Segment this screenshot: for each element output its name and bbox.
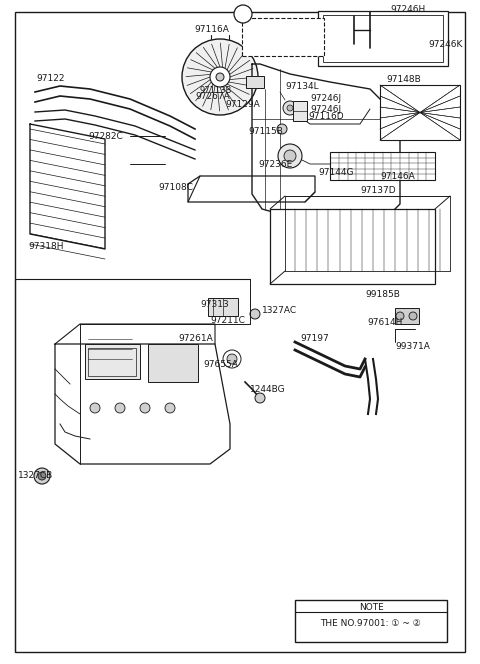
Bar (85, 344, 140, 379)
Bar (318, 11, 448, 66)
Circle shape (277, 124, 287, 134)
Bar (246, 76, 264, 88)
Text: 97122: 97122 (36, 74, 64, 82)
Text: 97176E: 97176E (248, 25, 280, 35)
Text: 97137D: 97137D (360, 185, 396, 195)
Text: ①: ① (239, 9, 247, 19)
Text: 97108C: 97108C (158, 183, 193, 191)
Text: 97197: 97197 (300, 333, 329, 343)
Bar (330, 152, 435, 180)
Bar (88, 348, 136, 376)
Circle shape (227, 354, 237, 364)
Circle shape (234, 5, 252, 23)
Text: 99185B: 99185B (365, 290, 400, 299)
Text: 97246J: 97246J (310, 104, 341, 114)
Text: NOTE: NOTE (359, 602, 384, 612)
Circle shape (38, 472, 46, 480)
Bar (208, 298, 238, 316)
Text: 1327AC: 1327AC (262, 305, 297, 315)
Ellipse shape (212, 329, 228, 339)
Text: 97246J: 97246J (310, 94, 341, 102)
Bar (148, 344, 198, 382)
Bar (380, 85, 460, 140)
Ellipse shape (401, 294, 415, 302)
Circle shape (182, 39, 258, 115)
Text: 97655A: 97655A (203, 359, 238, 369)
Text: 97282C: 97282C (88, 131, 123, 141)
Text: 97211C: 97211C (210, 315, 245, 325)
Text: (W/FULL AUTO: (W/FULL AUTO (252, 27, 313, 37)
Text: 97261A: 97261A (178, 333, 213, 343)
Text: 97148B: 97148B (386, 74, 421, 84)
Text: 97236E: 97236E (258, 159, 292, 169)
Text: 1244BG: 1244BG (250, 384, 286, 394)
Text: 97116D: 97116D (308, 112, 344, 120)
Circle shape (115, 403, 125, 413)
Circle shape (90, 403, 100, 413)
Text: 97134L: 97134L (285, 82, 319, 90)
Circle shape (165, 403, 175, 413)
Text: 97614H: 97614H (367, 317, 402, 327)
Bar (242, 18, 324, 56)
Text: 97267A: 97267A (195, 92, 230, 100)
Circle shape (216, 73, 224, 81)
Bar (293, 101, 307, 121)
Circle shape (283, 101, 297, 115)
Text: 97116A: 97116A (194, 25, 229, 33)
Bar (323, 15, 443, 62)
Circle shape (284, 150, 296, 162)
Circle shape (396, 312, 404, 320)
Circle shape (210, 67, 230, 87)
Circle shape (255, 393, 265, 403)
Text: 97313: 97313 (200, 299, 229, 309)
Text: 97318H: 97318H (28, 242, 63, 250)
Text: A/CON): A/CON) (268, 39, 299, 48)
Text: 97146A: 97146A (380, 171, 415, 181)
Text: 97246H: 97246H (390, 5, 425, 13)
Text: 99371A: 99371A (395, 341, 430, 351)
Bar (253, 40, 275, 54)
Text: 97115B: 97115B (248, 127, 283, 135)
Circle shape (140, 403, 150, 413)
Circle shape (223, 350, 241, 368)
Text: 97246K: 97246K (428, 39, 462, 48)
Circle shape (250, 309, 260, 319)
Circle shape (409, 312, 417, 320)
Circle shape (278, 144, 302, 168)
Text: 97144G: 97144G (318, 167, 353, 177)
Bar (395, 308, 419, 324)
Text: 1327CB: 1327CB (18, 471, 53, 481)
Bar (270, 209, 435, 284)
Circle shape (34, 468, 50, 484)
Text: 97113B: 97113B (200, 86, 232, 94)
Circle shape (287, 105, 293, 111)
Bar (295, 600, 447, 642)
Text: 97129A: 97129A (225, 100, 260, 108)
Text: THE NO.97001: ① ~ ②: THE NO.97001: ① ~ ② (321, 620, 421, 629)
